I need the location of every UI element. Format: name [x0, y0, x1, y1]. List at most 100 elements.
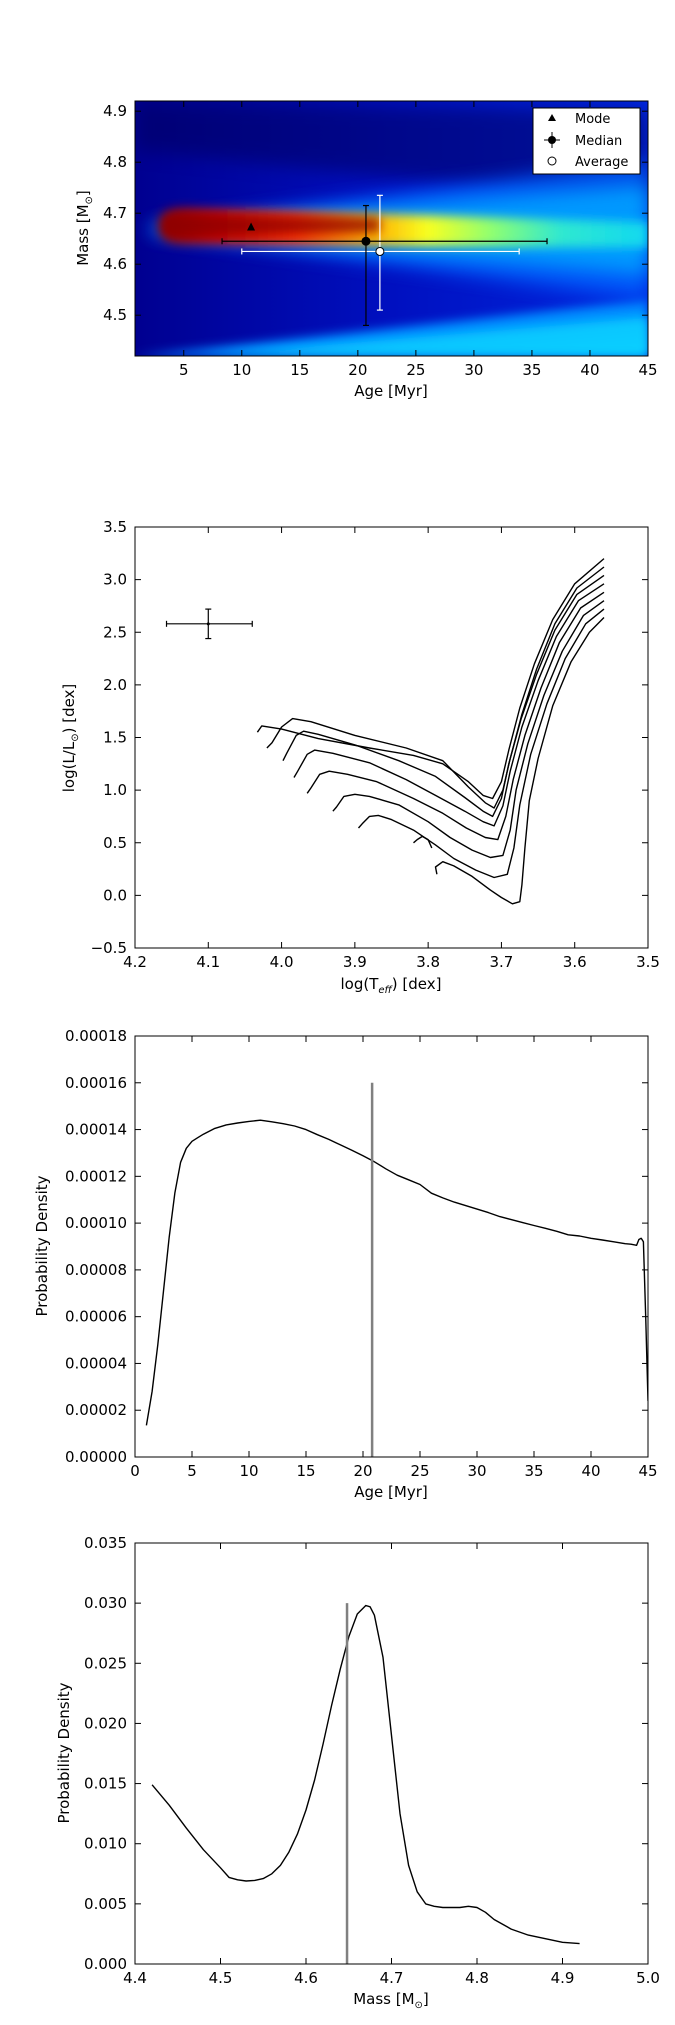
x-tick-label: 35: [524, 1462, 543, 1480]
y-tick-label: 0.030: [84, 1594, 127, 1612]
x-axis-label: log(Teff) [dex]: [341, 975, 442, 996]
isochrone-track: [434, 617, 605, 905]
observed-point: [206, 622, 210, 626]
x-tick-label: 4.6: [294, 1969, 318, 1987]
isochrone-track: [282, 574, 605, 818]
x-tick-label: 4.1: [196, 953, 220, 971]
x-tick-label: 10: [239, 1462, 258, 1480]
x-tick-label: 30: [464, 361, 483, 379]
evolution-tracks: [256, 558, 605, 905]
statistics-markers: [221, 194, 548, 326]
legend-label: Average: [575, 155, 628, 170]
x-tick-label: 5: [187, 1462, 197, 1480]
x-tick-label: 4.8: [465, 1969, 489, 1987]
mass-pdf-curve: [151, 1603, 580, 1964]
y-tick-label: 0.015: [84, 1775, 127, 1793]
mass-pdf-panel: 4.4 4.5 4.6 4.7 4.8 4.9 5.0 0.000 0.005 0.010 0.01…: [55, 1534, 660, 2011]
x-tick-label: 4.2: [123, 953, 147, 971]
hr-diagram-panel: 4.2 4.1 4.0 3.9 3.8 3.7 3.6 3.5 −0.5 0.0 0.5 1.0 1.5…: [60, 518, 660, 996]
x-tick-label: 15: [296, 1462, 315, 1480]
axes-frame: [134, 1035, 649, 1458]
y-tick-label: 0.010: [84, 1835, 127, 1853]
ticks: 5 10 15 20 25 30 35 40 45 4.5 4.6 4.7 4.8 4.9: [103, 101, 658, 379]
legend-entry-mode: Mode: [548, 112, 610, 127]
y-tick-label: 0.035: [84, 1534, 127, 1552]
y-tick-label: 3.0: [103, 571, 127, 589]
x-tick-label: 20: [348, 361, 367, 379]
y-tick-label: 0.5: [103, 834, 127, 852]
y-tick-label: 1.5: [103, 729, 127, 747]
y-tick-label: 0.020: [84, 1714, 127, 1732]
x-axis-label: Age [Myr]: [354, 1483, 427, 1501]
ticks: 4.2 4.1 4.0 3.9 3.8 3.7 3.6 3.5 −0.5 0.0 0.5 1.0 1.5…: [91, 518, 660, 971]
observed-star: [165, 608, 253, 640]
isochrone-track: [306, 591, 605, 841]
y-axis-label: log(L/L⊙) [dex]: [60, 684, 81, 793]
isochrone-track: [266, 566, 605, 809]
x-tick-label: 3.8: [416, 953, 440, 971]
mass-age-heatmap-panel: 5 10 15 20 25 30 35 40 45 4.5 4.6 4.7 4.8 4.9 Age [My…: [74, 100, 658, 400]
ticks: 0 5 10 15 20 25 30 35 40 45 0.00000 0.00002 0.00004 0…: [65, 1027, 658, 1480]
x-tick-label: 25: [406, 361, 425, 379]
x-tick-label: 20: [353, 1462, 372, 1480]
legend-entry-average: Average: [547, 155, 628, 170]
y-tick-label: 4.9: [103, 102, 127, 120]
y-tick-label: 0.00006: [65, 1308, 127, 1326]
y-tick-label: 3.5: [103, 518, 127, 536]
y-tick-label: 0.00002: [65, 1401, 127, 1419]
x-tick-label: 35: [522, 361, 541, 379]
y-axis-label: Mass [M⊙]: [74, 190, 95, 266]
mass-pdf-line: [151, 1604, 580, 1945]
x-tick-label: 4.0: [270, 953, 294, 971]
y-tick-label: 0.00000: [65, 1448, 127, 1466]
triangle-marker-icon: [548, 114, 556, 121]
median-point: [361, 236, 371, 246]
y-tick-label: 4.8: [103, 153, 127, 171]
axes-frame: [134, 1542, 649, 1965]
x-tick-label: 15: [290, 361, 309, 379]
isochrone-track: [256, 558, 605, 800]
y-tick-label: 1.0: [103, 781, 127, 799]
open-circle-marker-icon: [547, 156, 557, 166]
y-tick-label: −0.5: [91, 939, 127, 957]
y-tick-label: 4.6: [103, 255, 127, 273]
isochrone-track: [293, 583, 605, 827]
y-tick-label: 4.5: [103, 306, 127, 324]
y-tick-label: 0.00010: [65, 1214, 127, 1232]
age-pdf-curve: [145, 1082, 648, 1457]
y-tick-label: 0.00008: [65, 1261, 127, 1279]
axes-frame: [134, 526, 649, 949]
y-tick-label: 0.000: [84, 1955, 127, 1973]
axes-frame: [134, 100, 649, 357]
legend-label: Mode: [575, 112, 610, 127]
ticks: 4.4 4.5 4.6 4.7 4.8 4.9 5.0 0.000 0.005 0.010 0.01…: [84, 1534, 660, 1987]
x-tick-label: 5.0: [636, 1969, 660, 1987]
x-tick-label: 4.9: [551, 1969, 575, 1987]
x-tick-label: 4.7: [380, 1969, 404, 1987]
y-tick-label: 0.00004: [65, 1354, 127, 1372]
y-tick-label: 2.0: [103, 676, 127, 694]
y-tick-label: 0.00012: [65, 1167, 127, 1185]
x-axis-label: Mass [M⊙]: [353, 1990, 429, 2011]
x-tick-label: 5: [179, 361, 189, 379]
x-tick-label: 45: [638, 361, 657, 379]
y-tick-label: 2.5: [103, 623, 127, 641]
mode-point: [247, 222, 256, 231]
x-tick-label: 10: [232, 361, 251, 379]
average-point: [375, 246, 385, 256]
y-axis-label: Probability Density: [55, 1682, 73, 1823]
x-tick-label: 40: [580, 361, 599, 379]
x-tick-label: 4.5: [209, 1969, 233, 1987]
filled-circle-marker-icon: [548, 136, 556, 144]
x-axis-label: Age [Myr]: [354, 382, 427, 400]
x-tick-label: 3.7: [489, 953, 513, 971]
x-tick-label: 0: [130, 1462, 140, 1480]
y-tick-label: 0.025: [84, 1654, 127, 1672]
y-tick-label: 0.00018: [65, 1027, 127, 1045]
y-tick-label: 0.005: [84, 1895, 127, 1913]
x-tick-label: 30: [467, 1462, 486, 1480]
isochrone-track: [357, 608, 605, 879]
x-tick-label: 4.4: [123, 1969, 147, 1987]
x-tick-label: 40: [581, 1462, 600, 1480]
